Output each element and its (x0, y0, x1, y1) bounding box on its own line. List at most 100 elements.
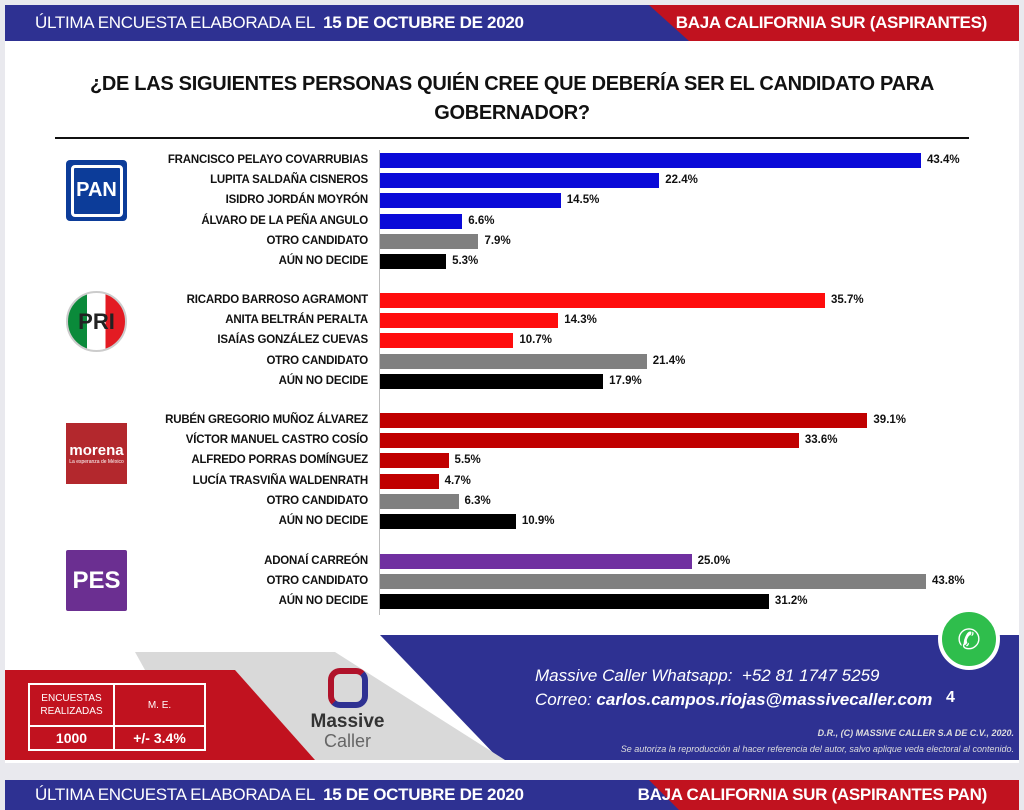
bar-morena (380, 413, 868, 428)
bar-pan (380, 173, 660, 189)
whatsapp-number: +52 81 1747 5259 (741, 666, 880, 685)
bar-value-label: 4.7% (444, 474, 471, 487)
bar-label: RICARDO BARROSO AGRAMONT (186, 294, 369, 306)
bar-label: VÍCTOR MANUEL CASTRO COSÍO (185, 434, 368, 447)
bar-label: ALFREDO PORRAS DOMÍNGUEZ (191, 454, 368, 467)
bar-label: AÚN NO DECIDE (278, 595, 369, 608)
chart-axis (379, 150, 380, 615)
survey-date: ÚLTIMA ENCUESTA ELABORADA EL 15 DE OCTUBR… (35, 13, 524, 33)
bar-label: AÚN NO DECIDE (278, 515, 369, 527)
bar-pan (380, 213, 463, 229)
bar-value-label: 10.7% (519, 334, 552, 347)
whatsapp-line: Massive Caller Whatsapp: +52 81 1747 525… (535, 666, 879, 686)
bar-value-label: 43.8% (932, 575, 965, 588)
bar-pes (380, 554, 692, 569)
bottom-header-bar: ÚLTIMA ENCUESTA ELABORADA EL 15 DE OCTUBR… (5, 780, 1019, 810)
bar-value-label: 22.4% (665, 174, 698, 187)
bar-pri (380, 313, 559, 329)
bar-value-label: 31.2% (774, 595, 808, 608)
bottom-region-title: BAJA CALIFORNIA SUR (ASPIRANTES PAN) (637, 785, 988, 804)
email-line: Correo: carlos.campos.riojas@massivecall… (535, 690, 932, 710)
massive-caller-logo: Massive Caller (300, 668, 395, 750)
speech-bubbles-icon (327, 668, 368, 708)
bar-value-label: 43.4% (927, 154, 960, 166)
bar-morena (380, 453, 449, 469)
morena-logo-text: morena (69, 442, 124, 459)
bar-label: LUPITA SALDAÑA CISNEROS (210, 174, 368, 187)
bottom-date: 15 DE OCTUBRE DE 2020 (323, 785, 524, 804)
date: 15 DE OCTUBRE DE 2020 (323, 13, 524, 32)
title-divider (55, 137, 969, 139)
bar-value-label: 35.7% (831, 294, 864, 306)
bar-label: ISIDRO JORDÁN MOYRÓN (225, 194, 369, 207)
morena-logo: morena La esperanza de México (66, 423, 127, 484)
bar-value-label: 33.6% (804, 434, 838, 447)
bar-value-label: 17.9% (609, 374, 642, 387)
bottom-survey-date: ÚLTIMA ENCUESTA ELABORADA EL 15 DE OCTUBR… (35, 785, 524, 805)
surveys-header: ENCUESTAS REALIZADAS (29, 684, 114, 726)
whatsapp-label: Massive Caller Whatsapp: (535, 666, 733, 685)
bottom-red-band (649, 780, 1019, 810)
bar-label: AÚN NO DECIDE (278, 255, 369, 267)
surveys-count: 1000 (29, 726, 114, 750)
chart-title: ¿DE LAS SIGUIENTES PERSONAS QUIÉN CREE Q… (89, 73, 935, 124)
footer-blue-band (380, 635, 1019, 760)
bar-value-label: 14.5% (566, 194, 600, 207)
pes-logo: PES (66, 550, 127, 611)
pan-logo-text: PAN (70, 164, 123, 217)
bar-morena (380, 433, 799, 449)
header-red-band (649, 5, 1019, 41)
morena-tagline: La esperanza de México (69, 459, 124, 465)
bar-value-label: 5.3% (452, 255, 479, 267)
bar-value-label: 10.9% (521, 515, 555, 527)
bar-pes (380, 574, 926, 590)
bar-pan (380, 233, 479, 249)
bar-pan (380, 254, 447, 269)
margin-error: +/- 3.4% (114, 726, 205, 750)
pri-logo: PRI (66, 291, 127, 352)
bar-label: ANITA BELTRÁN PERALTA (225, 314, 368, 327)
bar-pri (380, 373, 604, 389)
margin-header: M. E. (114, 684, 205, 726)
bar-pan (380, 193, 561, 209)
bar-pes (380, 594, 769, 610)
brand-name-1: Massive (310, 711, 385, 732)
bar-morena (380, 493, 459, 509)
bar-value-label: 6.3% (464, 494, 491, 507)
page-number: 4 (946, 689, 955, 706)
bar-pan (380, 153, 921, 168)
bar-label: OTRO CANDIDATO (266, 354, 368, 367)
bar-morena (380, 473, 439, 489)
bar-label: AÚN NO DECIDE (278, 374, 369, 387)
bar-value-label: 25.0% (697, 555, 731, 567)
bar-label: LUCÍA TRASVIÑA WALDENRATH (192, 474, 369, 487)
bar-label: ÁLVARO DE LA PEÑA ANGULO (201, 214, 368, 227)
bar-pri (380, 293, 826, 308)
bar-label: OTRO CANDIDATO (266, 575, 368, 588)
bar-value-label: 39.1% (873, 414, 907, 426)
bar-label: ADONAÍ CARREÓN (264, 555, 368, 567)
bar-value-label: 5.5% (454, 454, 481, 467)
brand-name-2: Caller (323, 731, 371, 751)
bar-value-label: 14.3% (564, 314, 597, 327)
footer (5, 635, 1019, 760)
region-title: BAJA CALIFORNIA SUR (ASPIRANTES) (675, 13, 988, 32)
bar-label: OTRO CANDIDATO (266, 494, 368, 507)
whatsapp-icon[interactable]: ✆ (938, 608, 1000, 670)
bar-pri (380, 353, 647, 369)
copyright: D.R., (C) MASSIVE CALLER S.A DE C.V., 20… (817, 728, 1014, 738)
copyright-notice: Se autoriza la reproducción al hacer ref… (620, 744, 1014, 754)
email-label: Correo: (535, 690, 592, 709)
bottom-date-prefix: ÚLTIMA ENCUESTA ELABORADA EL (35, 785, 316, 804)
bar-label: ISAÍAS GONZÁLEZ CUEVAS (217, 334, 368, 347)
header-bar: ÚLTIMA ENCUESTA ELABORADA EL 15 DE OCTUBR… (5, 5, 1019, 41)
bar-morena (380, 514, 516, 529)
email-link[interactable]: carlos.campos.riojas@massivecaller.com (596, 690, 933, 709)
bar-pri (380, 333, 514, 349)
date-prefix: ÚLTIMA ENCUESTA ELABORADA EL (35, 13, 316, 32)
pan-logo: PAN (66, 160, 127, 221)
bar-label: RUBÉN GREGORIO MUÑOZ ÁLVAREZ (165, 414, 368, 426)
bar-value-label: 21.4% (652, 354, 686, 367)
bar-value-label: 7.9% (484, 234, 511, 247)
bar-value-label: 6.6% (468, 214, 495, 227)
